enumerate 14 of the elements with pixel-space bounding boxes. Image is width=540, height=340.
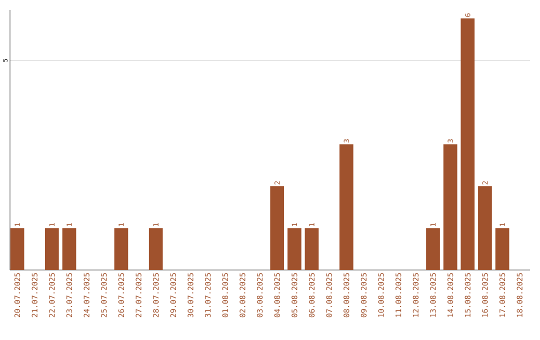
bar bbox=[426, 228, 440, 270]
bar bbox=[478, 186, 492, 270]
bar bbox=[44, 228, 59, 270]
bar bbox=[443, 144, 458, 270]
bar bbox=[304, 228, 319, 270]
bar bbox=[495, 228, 510, 270]
bar bbox=[148, 228, 163, 270]
bar bbox=[460, 18, 475, 270]
bar bbox=[10, 228, 24, 270]
bar bbox=[62, 228, 76, 270]
bar bbox=[339, 144, 354, 270]
bar bbox=[287, 228, 302, 270]
bar bbox=[270, 186, 284, 270]
bar bbox=[114, 228, 128, 270]
